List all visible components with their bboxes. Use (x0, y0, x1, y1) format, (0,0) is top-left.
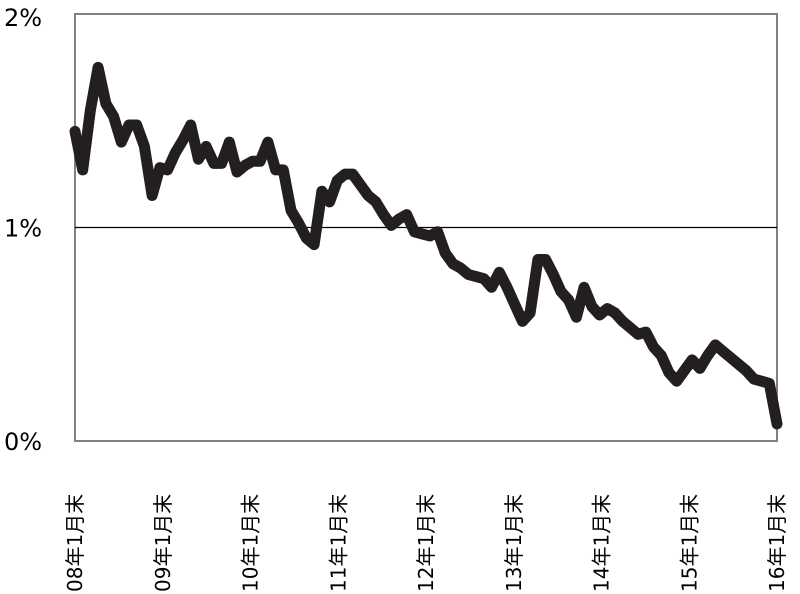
x-tick-label: 09年1月末 (151, 494, 175, 592)
x-tick-label: 11年1月末 (326, 494, 350, 592)
x-tick-label: 15年1月末 (677, 494, 701, 592)
x-tick-label: 14年1月末 (590, 494, 614, 592)
y-tick-label: 0% (4, 428, 42, 456)
x-tick-label: 13年1月末 (502, 494, 526, 592)
x-tick-label: 16年1月末 (765, 494, 789, 592)
x-tick-label: 12年1月末 (414, 494, 438, 592)
series-line (69, 61, 783, 430)
y-axis-ticks: 0% 1% 2% (4, 4, 42, 456)
x-tick-label: 10年1月末 (239, 494, 263, 592)
y-tick-label: 1% (4, 215, 42, 243)
x-axis-ticks: 08年1月末 09年1月末 10年1月末 11年1月末 12年1月末 13年1月末 14年1… (63, 494, 789, 592)
x-tick-label: 08年1月末 (63, 494, 87, 592)
y-tick-label: 2% (4, 4, 42, 32)
